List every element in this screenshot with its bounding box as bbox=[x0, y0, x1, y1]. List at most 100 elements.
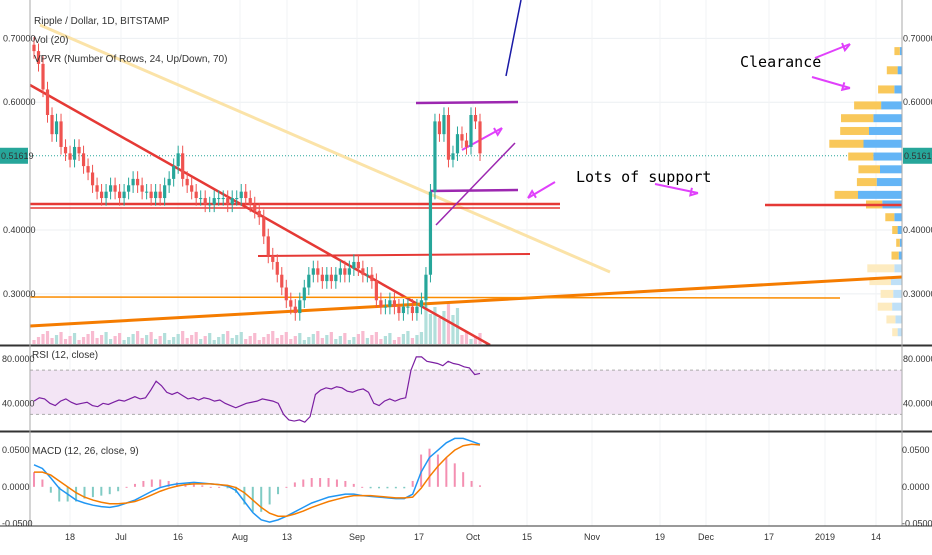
macd-histogram-bar bbox=[277, 486, 280, 495]
volume-bar bbox=[271, 331, 275, 344]
volume-bar bbox=[397, 337, 401, 344]
vpvr-down-bar bbox=[897, 328, 902, 337]
vpvr-up-bar bbox=[867, 264, 895, 273]
volume-bar bbox=[298, 333, 302, 344]
vpvr-down-bar bbox=[894, 264, 902, 273]
candle-body bbox=[45, 89, 50, 115]
volume-bar bbox=[325, 335, 329, 344]
macd-histogram-bar bbox=[302, 479, 305, 487]
candle-body bbox=[81, 153, 86, 167]
price-tick-left: 0.70000 bbox=[3, 33, 36, 43]
macd-histogram-bar bbox=[58, 486, 61, 502]
candle-body bbox=[361, 268, 365, 275]
macd-tick-left: 0.0500 bbox=[2, 445, 30, 455]
volume-bar bbox=[320, 338, 324, 344]
volume-bar bbox=[410, 338, 415, 344]
macd-histogram-bar bbox=[428, 448, 431, 487]
axes: 0.70000 0.70000 0.60000 0.60000 0.40000 0.400… bbox=[0, 0, 932, 542]
volume-bar bbox=[446, 304, 451, 344]
support-horizontal bbox=[29, 296, 841, 299]
price-tick-left: 0.60000 bbox=[3, 97, 36, 107]
price-tick-right: 0.40000 bbox=[903, 225, 932, 235]
candle-body bbox=[460, 134, 464, 141]
macd-histogram-bar bbox=[133, 483, 136, 487]
volume-bars bbox=[32, 303, 482, 344]
time-tick: Nov bbox=[584, 532, 601, 542]
candle-body bbox=[289, 300, 293, 307]
candle-body bbox=[59, 121, 63, 147]
vpvr-down-bar bbox=[899, 238, 902, 247]
candle-body bbox=[329, 274, 333, 282]
vpvr-up-bar bbox=[896, 238, 900, 247]
candle-body bbox=[410, 306, 415, 314]
candle-body bbox=[271, 255, 275, 262]
candle-body bbox=[415, 306, 419, 314]
volume-bar bbox=[275, 338, 279, 344]
price-tick-right: 0.30000 bbox=[903, 289, 932, 299]
candle-body bbox=[239, 191, 243, 199]
candle-body bbox=[338, 268, 342, 275]
time-tick: Aug bbox=[232, 532, 248, 542]
candlestick-series bbox=[32, 37, 482, 321]
vpvr-up-bar bbox=[854, 101, 882, 110]
candle-body bbox=[104, 191, 108, 199]
volume-bar bbox=[428, 314, 433, 344]
rsi-legend: RSI (12, close) bbox=[32, 350, 98, 361]
macd-tick-left: 0.0000 bbox=[2, 482, 30, 492]
volume-bar bbox=[154, 339, 158, 344]
candle-body bbox=[244, 191, 248, 199]
volume-bar bbox=[343, 333, 347, 344]
volume-bar bbox=[149, 332, 153, 344]
volume-bar bbox=[473, 336, 478, 344]
macd-histogram-bar bbox=[209, 486, 212, 488]
volume-bar bbox=[108, 339, 113, 344]
vpvr-up-bar bbox=[829, 139, 864, 148]
volume-bar bbox=[253, 333, 257, 344]
candle-body bbox=[464, 140, 469, 147]
volume-bar bbox=[370, 335, 374, 344]
volume-bar bbox=[424, 303, 428, 344]
candle-body bbox=[352, 261, 356, 269]
last-price-badge-right bbox=[903, 147, 932, 164]
candle-body bbox=[469, 115, 473, 147]
candle-body bbox=[401, 306, 406, 314]
candle-body bbox=[262, 217, 266, 237]
macd-histogram-bar bbox=[218, 486, 221, 488]
vpvr-down-bar bbox=[892, 302, 902, 311]
volume-bar bbox=[145, 335, 149, 344]
candle-body bbox=[68, 153, 72, 160]
macd-histogram-bar bbox=[91, 486, 94, 498]
volume-bar bbox=[316, 331, 320, 344]
volume-bar bbox=[329, 332, 333, 344]
vpvr-up-bar bbox=[869, 277, 891, 286]
signal-line bbox=[34, 443, 481, 517]
time-tick: 14 bbox=[871, 532, 881, 542]
volume-bar bbox=[401, 334, 406, 344]
candle-body bbox=[446, 115, 451, 160]
rsi-line bbox=[33, 356, 481, 423]
candle-body bbox=[199, 198, 203, 200]
vpvr-up-bar bbox=[878, 85, 895, 94]
rsi-pane bbox=[30, 356, 902, 423]
volume-bar bbox=[203, 336, 207, 344]
candle-body bbox=[379, 300, 383, 307]
volume-bar bbox=[334, 339, 338, 344]
macd-histogram-bar bbox=[260, 486, 263, 512]
candle-body bbox=[433, 121, 437, 192]
rsi-tick-left: 80.0000 bbox=[2, 354, 35, 364]
vpvr-up-bar bbox=[892, 328, 898, 337]
volume-bar bbox=[212, 340, 216, 344]
clearance-label: Clearance bbox=[740, 53, 821, 71]
volume-bar bbox=[257, 340, 261, 344]
vpvr-legend: VPVR (Number Of Rows, 24, Up/Down, 70) bbox=[34, 54, 227, 65]
candle-body bbox=[54, 121, 59, 135]
candle-body bbox=[154, 191, 158, 199]
macd-histogram-bar bbox=[403, 486, 406, 489]
candle-body bbox=[383, 306, 387, 308]
volume-bar bbox=[451, 315, 455, 344]
vpvr-down-bar bbox=[898, 251, 902, 260]
candle-body bbox=[325, 274, 329, 282]
candle-body bbox=[293, 306, 297, 314]
candle-body bbox=[473, 115, 478, 122]
